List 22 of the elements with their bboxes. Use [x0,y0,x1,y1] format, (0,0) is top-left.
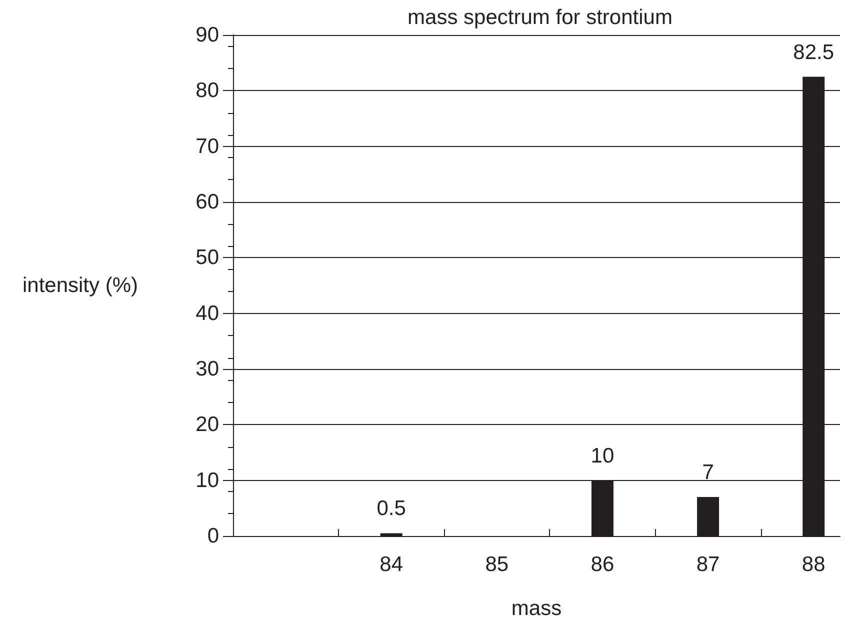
y-axis-title: intensity (%) [22,274,138,297]
x-tick-label: 84 [380,553,404,576]
x-tick-label: 85 [485,553,509,576]
x-tick-label: 88 [802,553,826,576]
x-tick-label: 86 [590,553,614,576]
y-tick-label: 0 [207,524,219,548]
data-label: 82.5 [793,40,834,64]
y-tick-label: 90 [196,24,219,46]
x-axis-title: mass [511,597,562,620]
x-tick-label: 87 [696,553,720,576]
y-tick-label: 70 [196,134,219,158]
y-tick-label: 50 [196,246,219,270]
y-tick-label: 10 [196,468,219,492]
y-tick-label: 30 [196,358,219,380]
y-tick-label: 40 [196,302,219,325]
y-tick-label: 80 [196,79,219,102]
data-label: 7 [702,461,714,484]
data-label: 0.5 [376,497,406,520]
y-tick-label: 20 [196,413,219,436]
chart-title: mass spectrum for strontium [408,6,672,29]
data-label: 10 [590,444,614,468]
y-tick-label: 60 [196,190,219,214]
